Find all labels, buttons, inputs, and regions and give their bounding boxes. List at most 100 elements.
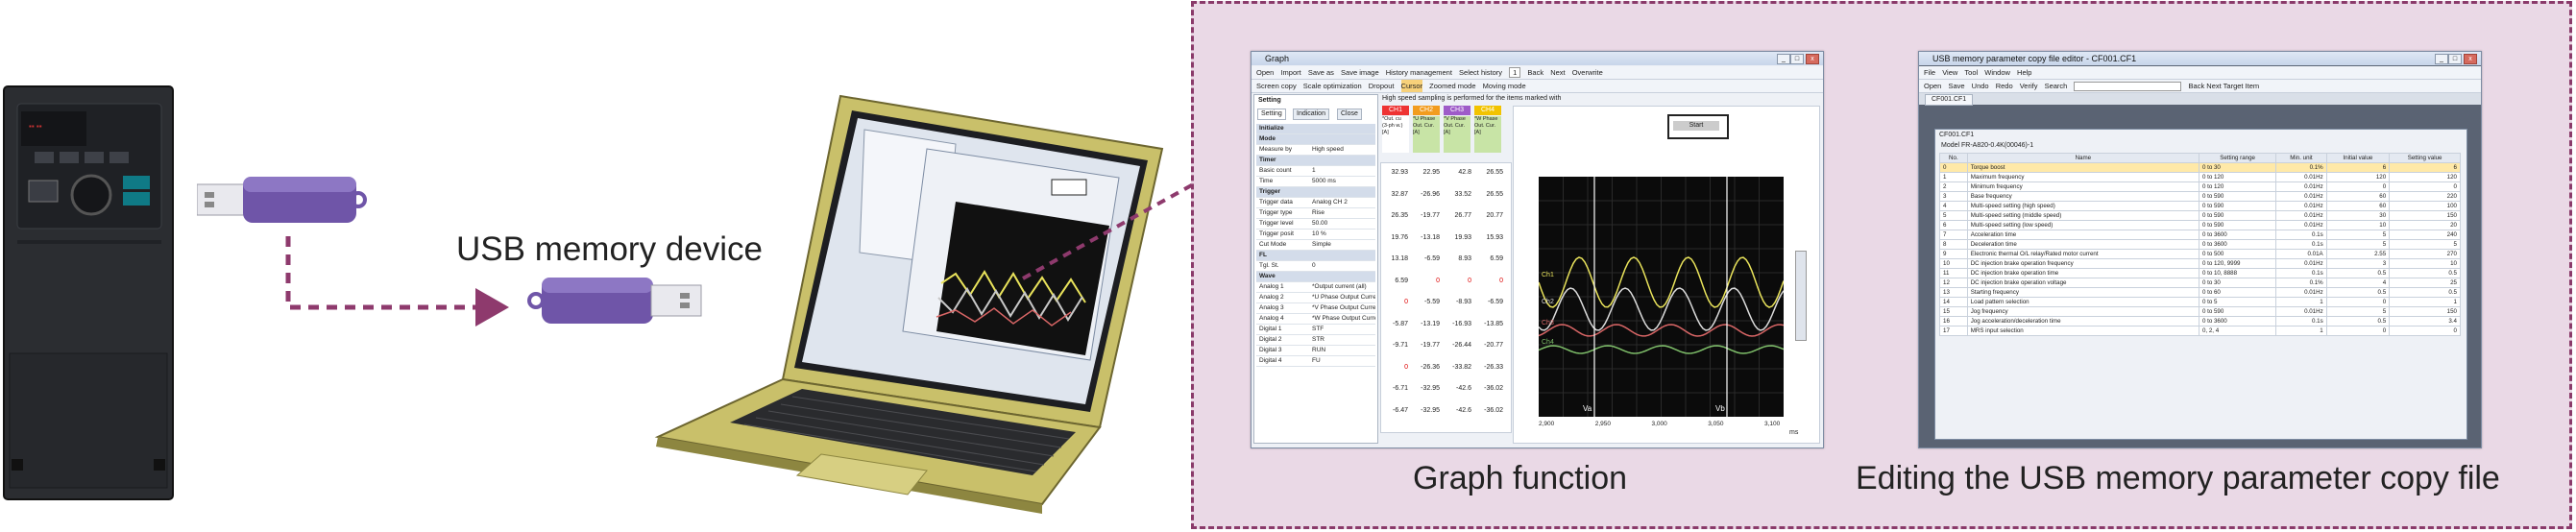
scroll-bar-right[interactable]: [1795, 251, 1807, 341]
usb-minimize-button[interactable]: _: [2435, 54, 2448, 64]
parameter-row[interactable]: 0 Torque boost 0 to 30 0.1% 6 6: [1939, 162, 2461, 173]
setting-row[interactable]: Initialize: [1256, 124, 1375, 134]
open-button[interactable]: Open: [1256, 68, 1275, 77]
scale-optimization-button[interactable]: Scale optimization: [1302, 82, 1362, 90]
save-image-button[interactable]: Save image: [1341, 68, 1379, 77]
dropout-button[interactable]: Dropout: [1368, 82, 1395, 90]
parameter-row[interactable]: 6 Multi-speed setting (low speed) 0 to 590…: [1939, 220, 2461, 230]
parameter-cell[interactable]: 20: [2389, 220, 2461, 230]
setting-row[interactable]: Time 5000 ms: [1256, 177, 1375, 187]
parameter-cell[interactable]: 0.5: [2389, 268, 2461, 278]
save-as-button[interactable]: Save as: [1307, 68, 1334, 77]
parameter-cell[interactable]: 150: [2389, 210, 2461, 221]
menu-tool[interactable]: Tool: [1964, 68, 1979, 77]
setting-row[interactable]: Analog 1 *Output current (all): [1256, 282, 1375, 293]
parameter-cell[interactable]: 0: [2389, 181, 2461, 192]
parameter-row[interactable]: 4 Multi-speed setting (high speed) 0 to 59…: [1939, 201, 2461, 211]
usb-file-tab[interactable]: CF001.CF1: [1925, 94, 1974, 106]
parameter-row[interactable]: 2 Minimum frequency 0 to 120 0.01Hz 0 0: [1939, 181, 2461, 192]
menu-window[interactable]: Window: [1984, 68, 2010, 77]
tab-indication[interactable]: Indication: [1293, 109, 1329, 120]
parameter-cell[interactable]: 150: [2389, 306, 2461, 317]
usb-redo-button[interactable]: Redo: [1995, 82, 2013, 90]
usb-search-input[interactable]: [2074, 82, 2182, 92]
setting-row[interactable]: Digital 3 RUN: [1256, 346, 1375, 356]
usb-close-button[interactable]: x: [2464, 54, 2477, 64]
setting-row[interactable]: Cut Mode Simple: [1256, 240, 1375, 251]
parameter-row[interactable]: 9 Electronic thermal O/L relay/Rated moto…: [1939, 249, 2461, 259]
parameter-row[interactable]: 11 DC injection brake operation time 0 to …: [1939, 268, 2461, 278]
parameter-row[interactable]: 7 Acceleration time 0 to 3600 0.1s 5 240: [1939, 230, 2461, 240]
next-button[interactable]: Next: [1550, 68, 1566, 77]
setting-row[interactable]: Trigger level 50.00: [1256, 219, 1375, 230]
usb-open-button[interactable]: Open: [1924, 82, 1942, 90]
parameter-row[interactable]: 3 Base frequency 0 to 590 0.01Hz 60 220: [1939, 191, 2461, 202]
setting-row[interactable]: Analog 2 *U Phase Output Curre: [1256, 293, 1375, 303]
setting-row[interactable]: Timer: [1256, 156, 1375, 166]
cursor-button[interactable]: Cursor: [1400, 80, 1423, 92]
usb-verify-button[interactable]: Verify: [2019, 82, 2038, 90]
parameter-cell[interactable]: 3.4: [2389, 316, 2461, 326]
setting-row[interactable]: Digital 4 FU: [1256, 356, 1375, 367]
parameter-row[interactable]: 13 Starting frequency 0 to 60 0.01Hz 0.5 0.5: [1939, 287, 2461, 298]
usb-maximize-button[interactable]: □: [2448, 54, 2462, 64]
menu-help[interactable]: Help: [2017, 68, 2032, 77]
parameter-cell[interactable]: 0.5: [2389, 287, 2461, 298]
parameter-row[interactable]: 5 Multi-speed setting (middle speed) 0 to …: [1939, 210, 2461, 221]
parameter-row[interactable]: 12 DC injection brake operation voltage 0 …: [1939, 278, 2461, 288]
setting-row[interactable]: Wave: [1256, 272, 1375, 282]
parameter-cell[interactable]: 1: [2389, 297, 2461, 307]
stop-button-box[interactable]: Start: [1667, 114, 1729, 139]
close-button[interactable]: x: [1806, 54, 1819, 64]
setting-row[interactable]: Measure by High speed: [1256, 145, 1375, 156]
import-button[interactable]: Import: [1280, 68, 1301, 77]
screen-copy-button[interactable]: Screen copy: [1256, 82, 1297, 90]
parameter-cell[interactable]: 240: [2389, 230, 2461, 240]
parameter-cell[interactable]: 120: [2389, 172, 2461, 182]
maximize-button[interactable]: □: [1790, 54, 1804, 64]
parameter-row[interactable]: 16 Jog acceleration/deceleration time 0 to…: [1939, 316, 2461, 326]
setting-row[interactable]: Basic count 1: [1256, 166, 1375, 177]
stop-button[interactable]: Start: [1673, 121, 1719, 131]
history-number-field[interactable]: 1: [1509, 67, 1521, 78]
parameter-cell[interactable]: 100: [2389, 201, 2461, 211]
usb-search-nav[interactable]: Back Next Target Item: [2188, 82, 2260, 90]
parameter-row[interactable]: 10 DC injection brake operation frequency…: [1939, 258, 2461, 269]
history-management-button[interactable]: History management: [1385, 68, 1452, 77]
tab-close[interactable]: Close: [1337, 109, 1362, 120]
parameter-cell[interactable]: 10: [2389, 258, 2461, 269]
parameter-cell[interactable]: 6: [2389, 162, 2461, 173]
parameter-cell[interactable]: 220: [2389, 191, 2461, 202]
setting-row[interactable]: FL: [1256, 251, 1375, 261]
zoomed-mode-button[interactable]: Zoomed mode: [1429, 82, 1476, 90]
usb-undo-button[interactable]: Undo: [1971, 82, 1989, 90]
setting-row[interactable]: Mode: [1256, 134, 1375, 145]
setting-row[interactable]: Trigger data Analog CH 2: [1256, 198, 1375, 208]
parameter-row[interactable]: 15 Jog frequency 0 to 590 0.01Hz 5 150: [1939, 306, 2461, 317]
moving-mode-button[interactable]: Moving mode: [1482, 82, 1526, 90]
col-min-unit: Min. unit: [2275, 153, 2327, 163]
overwrite-button[interactable]: Overwrite: [1571, 68, 1603, 77]
parameter-cell[interactable]: 270: [2389, 249, 2461, 259]
setting-row[interactable]: Digital 2 STR: [1256, 335, 1375, 346]
setting-row[interactable]: Trigger posit 10 %: [1256, 230, 1375, 240]
tab-setting[interactable]: Setting: [1257, 109, 1286, 120]
parameter-cell[interactable]: 25: [2389, 278, 2461, 288]
setting-row[interactable]: Digital 1 STF: [1256, 325, 1375, 335]
menu-file[interactable]: File: [1924, 68, 1936, 77]
setting-row[interactable]: Trigger: [1256, 187, 1375, 198]
back-button[interactable]: Back: [1527, 68, 1544, 77]
parameter-row[interactable]: 1 Maximum frequency 0 to 120 0.01Hz 120 120: [1939, 172, 2461, 182]
setting-row[interactable]: Trigger type Rise: [1256, 208, 1375, 219]
setting-row[interactable]: Analog 4 *W Phase Output Curre: [1256, 314, 1375, 325]
setting-row[interactable]: Tgl. St. 0: [1256, 261, 1375, 272]
setting-row[interactable]: Analog 3 *V Phase Output Curre: [1256, 303, 1375, 314]
usb-save-button[interactable]: Save: [1948, 82, 1965, 90]
minimize-button[interactable]: _: [1777, 54, 1790, 64]
parameter-cell[interactable]: 0: [2389, 326, 2461, 336]
menu-view[interactable]: View: [1942, 68, 1958, 77]
parameter-row[interactable]: 8 Deceleration time 0 to 3600 0.1s 5 5: [1939, 239, 2461, 250]
parameter-cell[interactable]: 5: [2389, 239, 2461, 250]
